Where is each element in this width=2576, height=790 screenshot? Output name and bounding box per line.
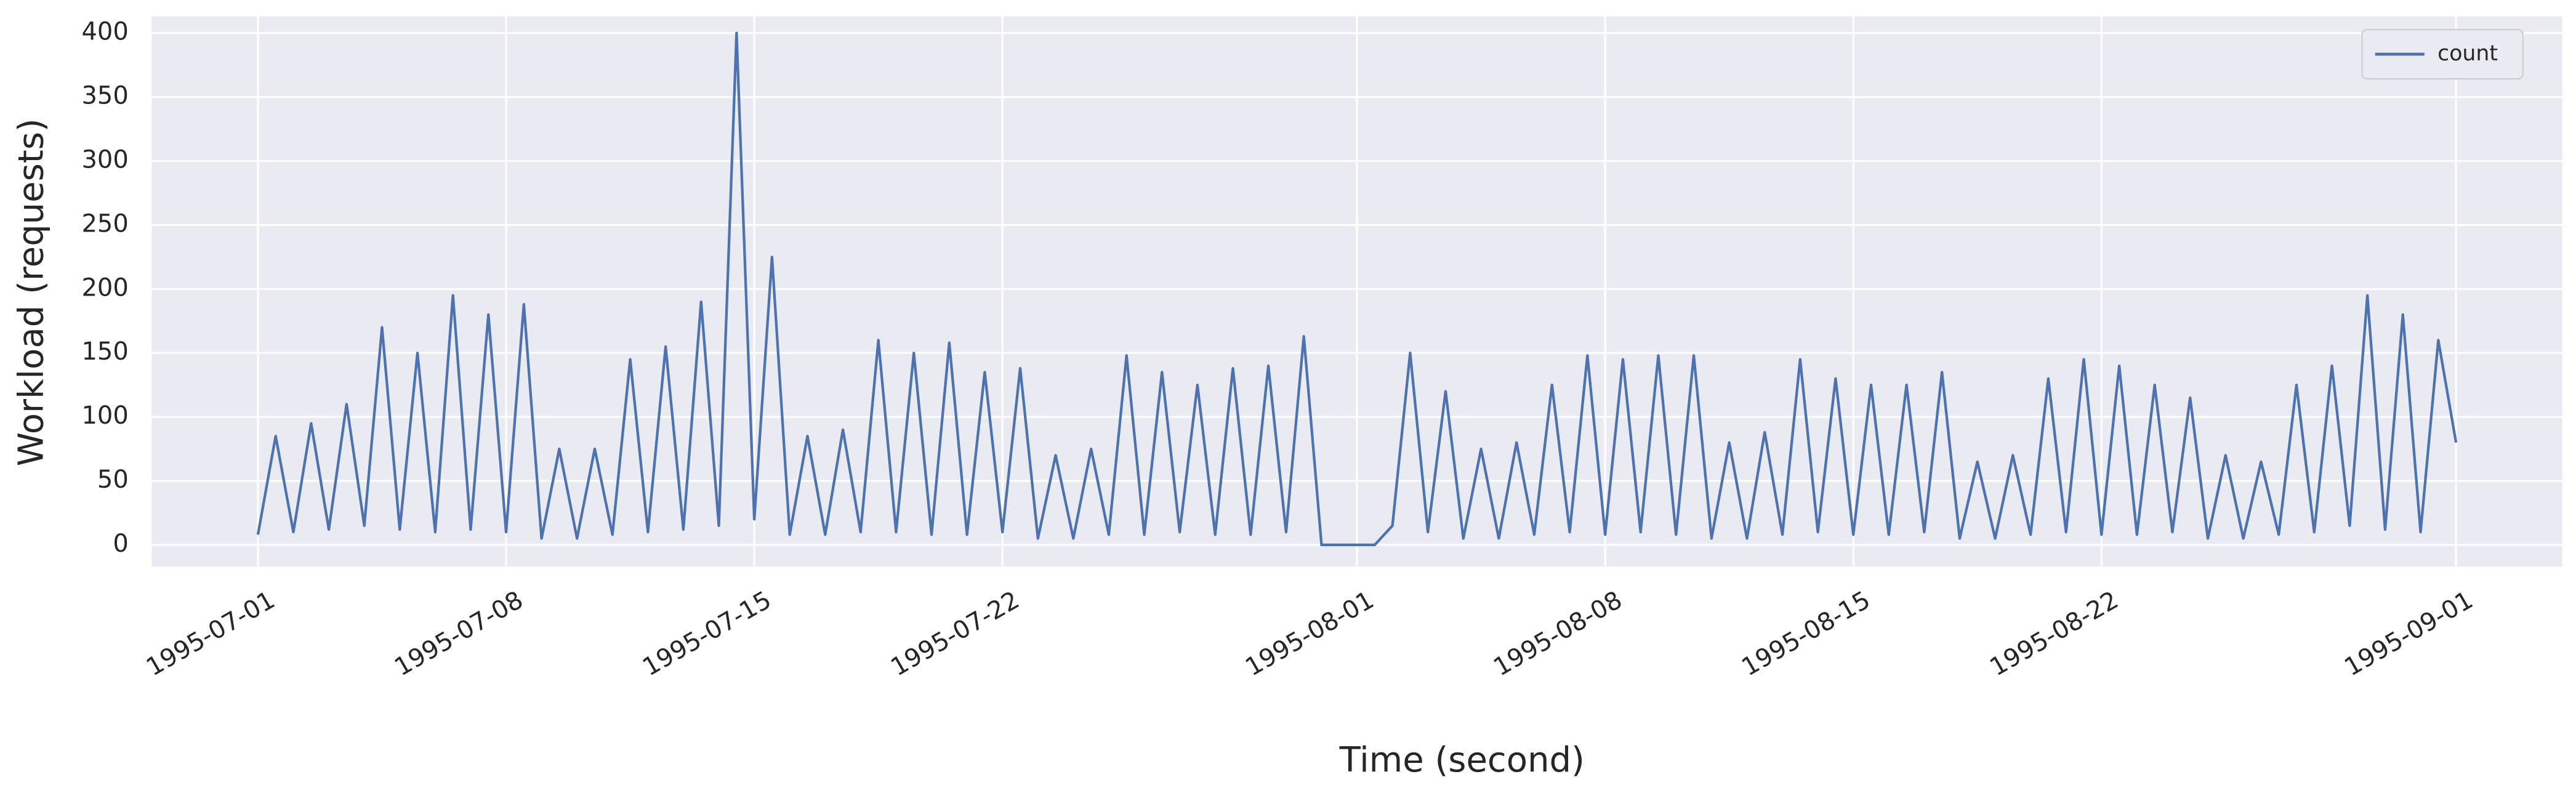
y-tick-label: 400	[81, 18, 128, 46]
x-tick-label: 1995-07-01	[142, 586, 280, 682]
x-tick-label: 1995-09-01	[2340, 586, 2477, 682]
legend-label: count	[2437, 41, 2498, 66]
x-tick-label: 1995-08-15	[1737, 586, 1875, 682]
x-tick-label: 1995-07-15	[638, 586, 776, 682]
x-tick-label: 1995-07-08	[390, 586, 528, 682]
y-axis-label: Workload (requests)	[11, 118, 51, 466]
series-line	[256, 31, 2458, 547]
grid	[151, 16, 2562, 567]
legend: count	[2361, 28, 2524, 80]
lines	[256, 31, 2458, 547]
y-tick-label: 350	[81, 82, 128, 110]
y-tick-label: 150	[81, 337, 128, 366]
y-tick-label: 300	[81, 145, 128, 174]
x-tick-label: 1995-07-22	[886, 586, 1024, 682]
x-tick-label: 1995-08-01	[1241, 586, 1379, 682]
legend-box	[2361, 28, 2524, 80]
x-tick-label: 1995-08-22	[1985, 586, 2123, 682]
x-axis-label: Time (second)	[1339, 740, 1585, 780]
y-tick-label: 50	[97, 466, 129, 494]
x-tick-label: 1995-08-08	[1489, 586, 1627, 682]
y-tick-label: 250	[81, 209, 128, 238]
y-tick-label: 200	[81, 273, 128, 302]
y-tick-label: 0	[113, 530, 128, 558]
y-tick-label: 100	[81, 401, 128, 430]
